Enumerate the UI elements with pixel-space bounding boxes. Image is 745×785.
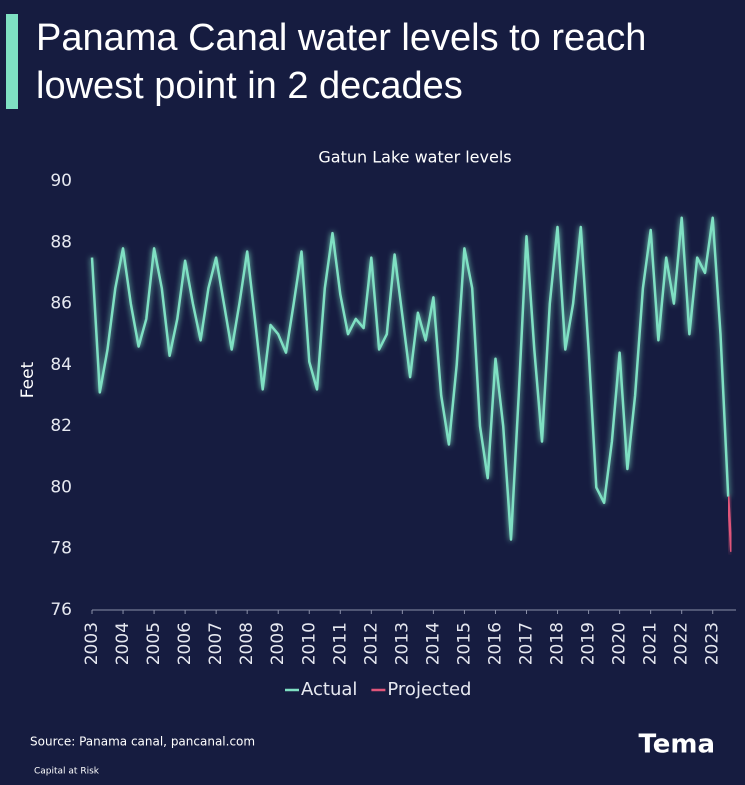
y-tick-label: 78 [50,539,72,559]
x-tick-label: 2022 [672,622,692,665]
x-tick-label: 2016 [485,622,505,665]
x-tick-label: 2005 [144,622,164,665]
y-tick-label: 90 [50,171,72,191]
x-tick-label: 2012 [361,622,381,665]
footnote: Capital at Risk [34,767,100,777]
y-axis-label: Feet [18,361,38,398]
series-line [90,216,730,541]
y-tick-label: 84 [50,355,72,375]
x-tick-label: 2009 [268,622,288,665]
x-tick-label: 2021 [641,622,661,665]
y-tick-label: 86 [50,294,72,314]
x-tick-label: 2019 [579,622,599,665]
x-tick-label: 2004 [113,622,133,665]
brand-logo: Tema [638,730,715,760]
chart-title: lowest point in 2 decades [36,65,463,107]
x-tick-label: 2010 [299,622,319,665]
x-tick-label: 2020 [610,622,630,665]
x-tick-label: 2011 [330,622,350,665]
x-tick-label: 2018 [548,622,568,665]
x-tick-label: 2017 [517,622,537,665]
x-tick-label: 2015 [454,622,474,665]
series-line [726,496,733,552]
chart-subtitle: Gatun Lake water levels [318,148,511,167]
y-tick-label: 80 [50,477,72,497]
x-tick-label: 2014 [423,622,443,665]
y-tick-label: 88 [50,232,72,252]
y-tick-label: 82 [50,416,72,436]
source: Source: Panama canal, pancanal.com [30,735,255,749]
x-tick-label: 2003 [82,622,102,665]
x-tick-label: 2006 [175,622,195,665]
chart-title: Panama Canal water levels to reach [36,17,646,59]
y-tick-label: 76 [50,600,72,620]
x-tick-label: 2007 [206,622,226,665]
x-tick-label: 2023 [703,622,723,665]
legend-label: Actual [301,679,357,700]
x-tick-label: 2008 [237,622,257,665]
plot-area: 76 78 80 82 84 86 88 90 2003 2004 2005 2006 2007 2008… [50,171,736,700]
legend-label: Projected [387,679,471,700]
title-accent [6,14,18,109]
x-tick-label: 2013 [392,622,412,665]
